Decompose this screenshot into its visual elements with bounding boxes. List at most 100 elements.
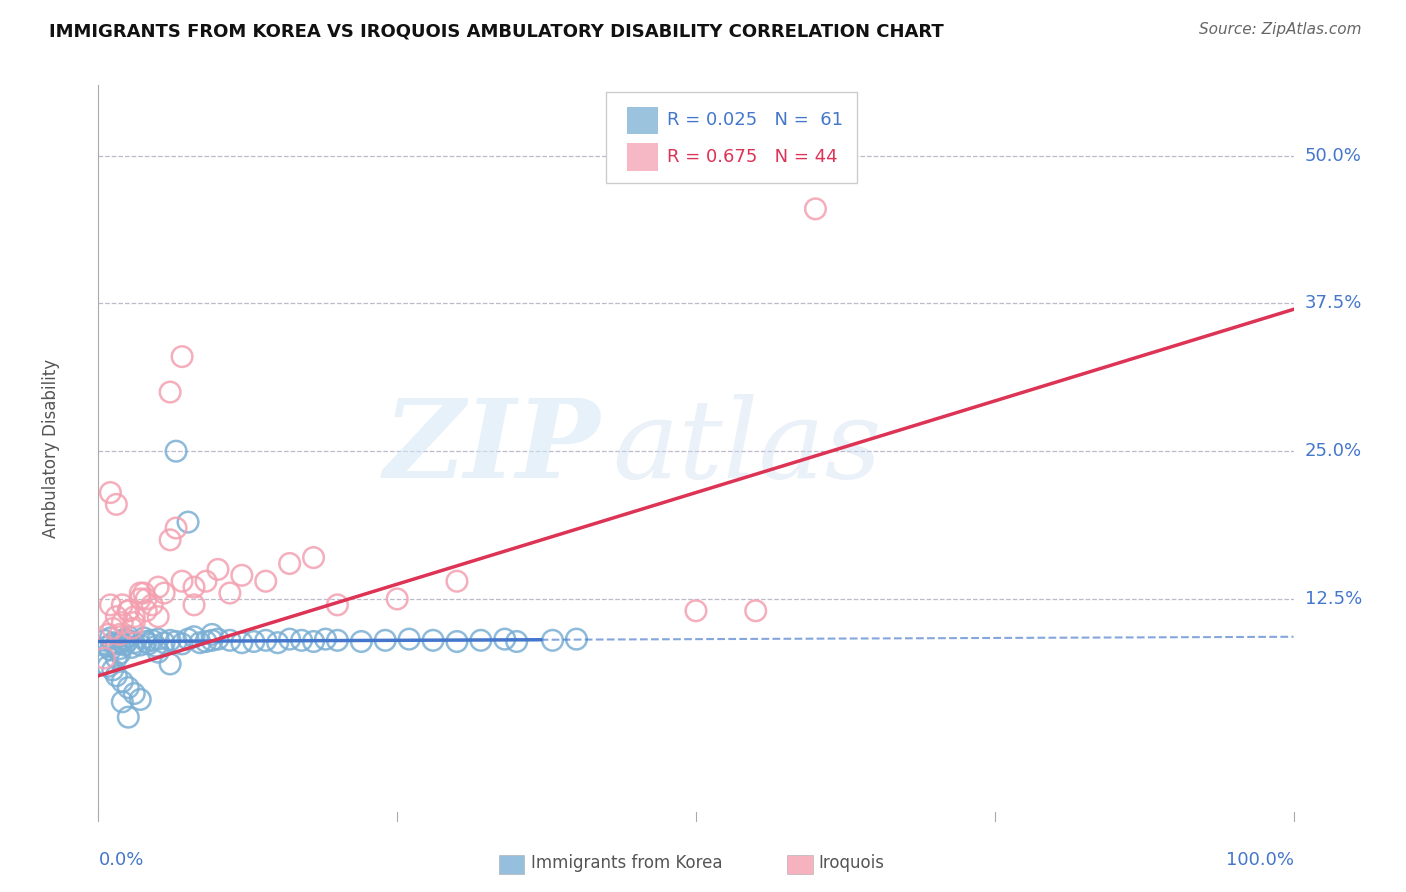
Point: [135, 591, 157, 606]
Point: [108, 627, 131, 641]
Point: [108, 646, 131, 660]
Point: [165, 444, 187, 458]
Point: [153, 635, 176, 649]
Point: [183, 580, 205, 594]
Point: [124, 609, 146, 624]
Point: [135, 604, 157, 618]
Point: [172, 574, 194, 589]
Point: [101, 663, 124, 677]
Point: [195, 574, 218, 589]
Point: [172, 350, 194, 364]
Point: [111, 695, 134, 709]
Point: [188, 635, 211, 649]
Point: [111, 598, 134, 612]
Point: [302, 634, 325, 648]
Text: 25.0%: 25.0%: [1305, 442, 1362, 460]
Point: [398, 632, 420, 647]
Point: [685, 604, 707, 618]
Point: [93, 633, 115, 648]
Point: [165, 521, 187, 535]
Point: [105, 609, 128, 624]
FancyBboxPatch shape: [606, 92, 858, 183]
Point: [159, 633, 181, 648]
Point: [385, 591, 409, 606]
Point: [97, 627, 120, 641]
Point: [97, 639, 120, 653]
Point: [446, 634, 468, 648]
Point: [267, 635, 290, 649]
Point: [243, 634, 266, 648]
Text: 100.0%: 100.0%: [1226, 851, 1294, 869]
Point: [231, 635, 253, 649]
Point: [101, 635, 124, 649]
Point: [117, 604, 139, 618]
Point: [201, 633, 224, 648]
Point: [148, 645, 170, 659]
Point: [117, 710, 139, 724]
Point: [93, 657, 115, 671]
Point: [278, 632, 301, 647]
Point: [129, 692, 152, 706]
Point: [804, 202, 827, 216]
Point: [745, 604, 768, 618]
Point: [111, 615, 134, 630]
Point: [105, 669, 128, 683]
Point: [97, 659, 120, 673]
Point: [135, 634, 157, 648]
Point: [326, 598, 349, 612]
Point: [148, 632, 170, 647]
Point: [93, 651, 115, 665]
Point: [141, 598, 163, 612]
Point: [207, 632, 229, 647]
Point: [145, 639, 167, 653]
Point: [207, 562, 229, 576]
Point: [98, 485, 122, 500]
Text: IMMIGRANTS FROM KOREA VS IROQUOIS AMBULATORY DISABILITY CORRELATION CHART: IMMIGRANTS FROM KOREA VS IROQUOIS AMBULA…: [49, 22, 943, 40]
Text: R = 0.025   N =  61: R = 0.025 N = 61: [668, 112, 844, 129]
FancyBboxPatch shape: [627, 143, 658, 170]
Point: [291, 633, 314, 648]
Point: [98, 598, 122, 612]
Point: [148, 580, 170, 594]
Point: [124, 635, 146, 649]
Point: [98, 631, 122, 645]
Point: [98, 642, 122, 657]
Point: [138, 637, 160, 651]
Point: [114, 632, 136, 647]
Point: [541, 633, 564, 648]
Point: [326, 633, 349, 648]
Point: [177, 632, 200, 647]
Point: [117, 633, 139, 648]
Point: [219, 586, 242, 600]
Point: [470, 633, 492, 648]
FancyBboxPatch shape: [627, 106, 658, 134]
Point: [132, 586, 155, 600]
Point: [159, 385, 181, 400]
Text: Immigrants from Korea: Immigrants from Korea: [531, 855, 723, 872]
Point: [177, 515, 200, 529]
Point: [254, 633, 277, 648]
Point: [124, 686, 146, 700]
Point: [278, 557, 301, 571]
Point: [506, 634, 529, 648]
Point: [219, 633, 242, 648]
Point: [141, 633, 163, 648]
Point: [254, 574, 277, 589]
Point: [201, 627, 224, 641]
Point: [446, 574, 468, 589]
Point: [374, 633, 396, 648]
Point: [124, 615, 146, 630]
Point: [132, 631, 155, 645]
Point: [105, 497, 128, 511]
Point: [117, 604, 139, 618]
Point: [315, 632, 337, 647]
Point: [183, 598, 205, 612]
Point: [165, 634, 187, 648]
Point: [105, 651, 128, 665]
Text: 50.0%: 50.0%: [1305, 146, 1361, 165]
Text: 37.5%: 37.5%: [1305, 294, 1362, 312]
Point: [111, 674, 134, 689]
Point: [148, 609, 170, 624]
Point: [172, 637, 194, 651]
Point: [101, 622, 124, 636]
